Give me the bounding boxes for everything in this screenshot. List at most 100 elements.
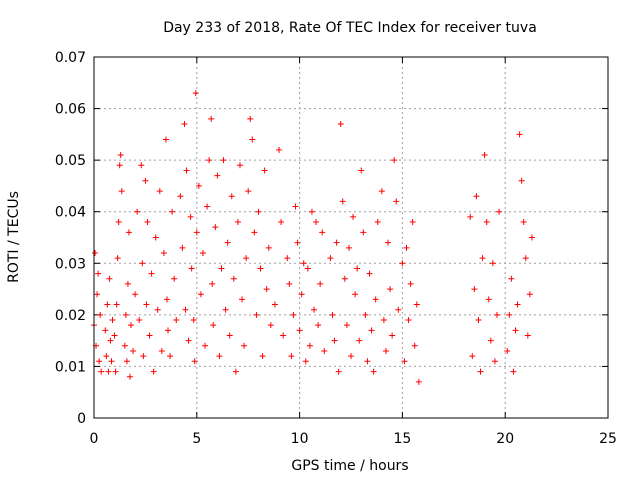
data-point [409,219,416,226]
data-point [329,311,336,318]
data-point [109,317,116,324]
data-point [148,270,155,277]
data-point [473,193,480,200]
data-point [308,208,315,215]
data-point [191,358,198,365]
data-point [522,255,529,262]
data-point [485,296,492,303]
data-point [296,327,303,334]
data-point [208,115,215,122]
data-point [278,219,285,226]
data-point [362,311,369,318]
data-point [243,255,250,262]
data-point [284,255,291,262]
data-point [471,286,478,293]
data-point [335,368,342,375]
data-point [112,368,119,375]
data-point [304,265,311,272]
data-point [234,219,241,226]
data-point [179,244,186,251]
data-point [385,239,392,246]
data-point [136,317,143,324]
data-point [224,239,231,246]
chart-title: Day 233 of 2018, Rate Of TEC Index for r… [163,20,537,36]
data-point [341,275,348,282]
data-point [493,311,500,318]
data-point [154,306,161,313]
y-tick-label: 0 [77,411,86,427]
data-point [150,368,157,375]
data-point [528,234,535,241]
data-point [263,286,270,293]
data-point [171,275,178,282]
data-point [374,219,381,226]
data-point [317,280,324,287]
data-point [319,229,326,236]
data-point [152,234,159,241]
data-point [118,188,125,195]
data-point [177,193,184,200]
data-point [108,358,115,365]
data-point [413,301,420,308]
data-point [230,275,237,282]
data-point [202,342,209,349]
y-axis: 0 0.01 0.02 0.03 0.04 0.05 0.06 0.07 [55,50,608,427]
data-point [360,229,367,236]
y-tick-label: 0.03 [55,256,86,272]
data-point [188,265,195,272]
data-point [337,121,344,128]
data-point [481,151,488,158]
data-point [183,167,190,174]
data-point [370,368,377,375]
data-point [364,358,371,365]
data-points [91,90,535,385]
data-point [117,151,124,158]
data-point [113,301,120,308]
data-point [276,146,283,153]
data-point [185,337,192,344]
data-point [518,177,525,184]
data-point [232,368,239,375]
y-axis-label: ROTI / TECUs [6,191,22,283]
data-point [356,337,363,344]
data-point [300,260,307,267]
x-tick-label: 20 [496,431,514,447]
data-point [315,322,322,329]
data-point [134,208,141,215]
data-point [130,347,137,354]
data-point [114,255,121,262]
data-point [239,296,246,303]
data-point [181,121,188,128]
data-point [333,239,340,246]
data-point [160,249,167,256]
data-point [165,327,172,334]
data-point [506,311,513,318]
data-point [167,353,174,360]
data-point [382,347,389,354]
data-point [111,332,118,339]
data-point [142,177,149,184]
data-point [368,327,375,334]
data-point [158,347,165,354]
x-tick-label: 5 [192,431,201,447]
data-point [253,311,260,318]
data-point [162,136,169,143]
x-tick-label: 15 [393,431,411,447]
data-point [372,296,379,303]
data-point [193,229,200,236]
data-point [102,327,109,334]
data-point [477,368,484,375]
data-point [343,322,350,329]
data-point [267,322,274,329]
data-point [290,311,297,318]
data-point [339,198,346,205]
data-point [331,337,338,344]
data-point [123,358,130,365]
data-point [401,358,408,365]
data-point [475,317,482,324]
y-tick-label: 0.06 [55,102,86,118]
data-point [106,275,113,282]
data-point [132,291,139,298]
data-point [182,306,189,313]
data-point [467,213,474,220]
